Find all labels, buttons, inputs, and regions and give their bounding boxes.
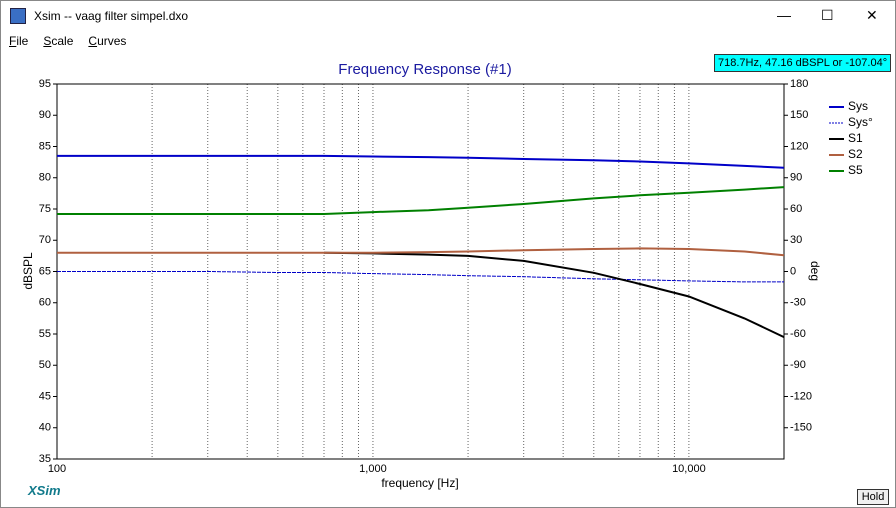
series-line <box>57 186 785 215</box>
y2-tick-label: 90 <box>790 172 802 184</box>
chart: Frequency Response (#1) frequency [Hz] d… <box>21 61 873 490</box>
x-tick-label: 10,000 <box>672 463 706 475</box>
x-tick-label: 100 <box>48 463 66 475</box>
y2-tick-label: 30 <box>790 234 802 246</box>
y-tick-label: 65 <box>39 265 51 277</box>
y2-axis-label: deg <box>808 261 822 281</box>
y2-tick-label: 120 <box>790 140 808 152</box>
legend-label: Sys <box>848 99 868 113</box>
title-bar: Xsim -- vaag filter simpel.dxo — ☐ ✕ <box>1 1 895 31</box>
y-tick-label: 95 <box>39 78 51 90</box>
logo: XSim <box>28 483 61 498</box>
legend-label: Sys° <box>848 115 873 129</box>
y-tick-label: 45 <box>39 390 51 402</box>
legend-label: S5 <box>848 163 863 177</box>
chart-title: Frequency Response (#1) <box>338 61 511 78</box>
maximize-button[interactable]: ☐ <box>821 7 834 23</box>
plot-frame <box>56 83 785 460</box>
series-line <box>57 271 784 283</box>
y-tick-label: 70 <box>39 234 51 246</box>
y2-tick-label: -90 <box>790 359 806 371</box>
y2-tick-label: -150 <box>790 422 812 434</box>
y-tick-label: 60 <box>39 297 51 309</box>
cursor-readout: 718.7Hz, 47.16 dBSPL or -107.04° <box>714 54 892 72</box>
series-line <box>57 154 785 169</box>
y-axis-label: dBSPL <box>21 252 35 290</box>
menu-bar: File Scale Curves <box>1 31 895 51</box>
legend-label: S2 <box>848 147 863 161</box>
y2-tick-label: 0 <box>790 265 796 277</box>
y-tick-label: 55 <box>39 328 51 340</box>
y-tick-label: 75 <box>39 203 51 215</box>
hold-button[interactable]: Hold <box>857 489 889 505</box>
legend-label: S1 <box>848 131 863 145</box>
y-tick-label: 50 <box>39 359 51 371</box>
y-tick-label: 90 <box>39 109 51 121</box>
y2-tick-label: 180 <box>790 78 808 90</box>
x-axis-label: frequency [Hz] <box>381 476 458 490</box>
y2-tick-label: -30 <box>790 297 806 309</box>
y-tick-label: 35 <box>39 453 51 465</box>
y-tick-label: 85 <box>39 140 51 152</box>
app-icon <box>10 8 26 24</box>
close-button[interactable]: ✕ <box>866 7 878 23</box>
menu-item[interactable]: Scale <box>43 34 74 48</box>
y2-tick-label: 60 <box>790 203 802 215</box>
y-tick-label: 80 <box>39 172 51 184</box>
y-tick-label: 40 <box>39 422 51 434</box>
series-line <box>323 251 785 339</box>
y2-tick-label: -60 <box>790 328 806 340</box>
x-tick-label: 1,000 <box>359 463 387 475</box>
menu-item[interactable]: File <box>9 34 29 48</box>
menu-item[interactable]: Curves <box>88 34 127 48</box>
window-title: Xsim -- vaag filter simpel.dxo <box>34 9 189 23</box>
y2-tick-label: 150 <box>790 109 808 121</box>
minimize-button[interactable]: — <box>777 7 791 23</box>
series-line <box>57 247 785 257</box>
y2-tick-label: -120 <box>790 390 812 402</box>
